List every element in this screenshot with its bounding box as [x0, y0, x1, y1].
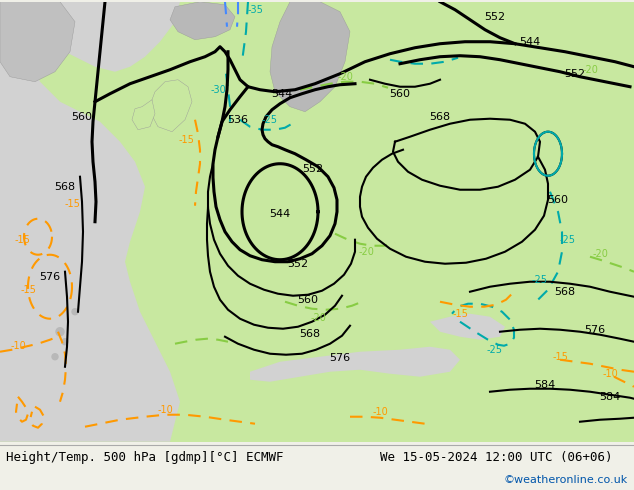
Text: -15: -15 — [20, 285, 36, 294]
Text: -15: -15 — [452, 309, 468, 318]
Polygon shape — [430, 314, 505, 340]
Text: -15: -15 — [552, 352, 568, 362]
Text: 560: 560 — [72, 112, 93, 122]
Polygon shape — [0, 2, 75, 82]
Text: 552: 552 — [564, 69, 586, 79]
Text: -15: -15 — [64, 199, 80, 209]
Circle shape — [52, 354, 58, 360]
Text: -10: -10 — [10, 341, 26, 351]
Text: 544: 544 — [271, 89, 293, 98]
Text: 584: 584 — [534, 380, 555, 390]
Text: 568: 568 — [429, 112, 451, 122]
Text: -25: -25 — [487, 345, 503, 355]
Text: -15: -15 — [14, 235, 30, 245]
Text: -20: -20 — [592, 249, 608, 259]
Text: 536: 536 — [228, 115, 249, 125]
Polygon shape — [0, 112, 60, 441]
Text: 560: 560 — [389, 89, 410, 98]
Text: -35: -35 — [247, 5, 263, 15]
Polygon shape — [250, 347, 460, 382]
Polygon shape — [132, 100, 155, 130]
Text: 544: 544 — [519, 37, 541, 47]
Text: -25: -25 — [262, 115, 278, 125]
Text: 544: 544 — [269, 209, 290, 219]
Text: 576: 576 — [330, 353, 351, 363]
Text: 576: 576 — [39, 272, 61, 282]
Text: 552: 552 — [287, 259, 309, 269]
Text: 552: 552 — [484, 12, 505, 22]
Text: 568: 568 — [299, 329, 321, 339]
Text: 560: 560 — [297, 294, 318, 305]
Circle shape — [62, 339, 68, 345]
Text: -20: -20 — [358, 247, 374, 257]
Text: Height/Temp. 500 hPa [gdmp][°C] ECMWF: Height/Temp. 500 hPa [gdmp][°C] ECMWF — [6, 451, 283, 464]
Text: 568: 568 — [555, 287, 576, 297]
Polygon shape — [0, 2, 180, 72]
Text: 552: 552 — [302, 164, 323, 174]
Text: -15: -15 — [178, 135, 194, 145]
Text: We 15-05-2024 12:00 UTC (06+06): We 15-05-2024 12:00 UTC (06+06) — [380, 451, 612, 464]
Text: ©weatheronline.co.uk: ©weatheronline.co.uk — [504, 475, 628, 485]
Polygon shape — [0, 2, 180, 441]
Text: -25: -25 — [532, 275, 548, 285]
Text: 576: 576 — [585, 325, 605, 335]
Text: -20: -20 — [310, 313, 326, 323]
Text: -25: -25 — [560, 235, 576, 245]
Text: -30: -30 — [210, 85, 226, 95]
Polygon shape — [270, 2, 350, 112]
Circle shape — [56, 328, 64, 336]
Text: 560: 560 — [548, 195, 569, 205]
Text: -20: -20 — [582, 65, 598, 75]
Text: -10: -10 — [157, 405, 173, 415]
Polygon shape — [150, 80, 192, 132]
Text: 568: 568 — [55, 182, 75, 192]
Text: 584: 584 — [599, 392, 621, 402]
Text: -20: -20 — [337, 72, 353, 82]
Text: -10: -10 — [372, 407, 388, 416]
Text: -10: -10 — [602, 368, 618, 379]
Circle shape — [72, 309, 78, 315]
Polygon shape — [170, 2, 235, 40]
